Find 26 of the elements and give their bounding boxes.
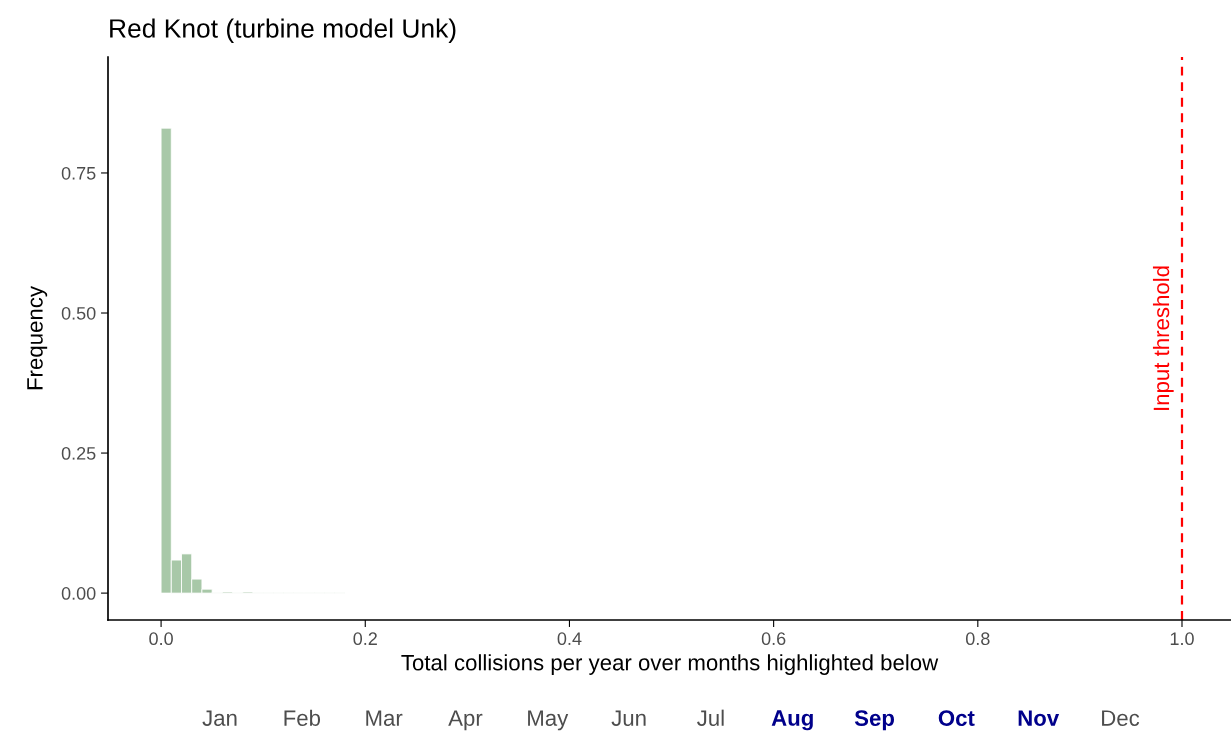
y-axis-title: Frequency	[27, 286, 48, 390]
text: May	[528, 710, 569, 731]
text: Feb	[284, 709, 321, 726]
text: Aug	[771, 710, 813, 731]
y-tick-label: 0.25	[61, 447, 96, 460]
text: Apr	[448, 710, 483, 731]
y-tick-label: 0.50	[61, 306, 96, 320]
y-tick-label: 0.00	[61, 587, 96, 600]
x-axis-title: Total collisions per year over months highlighted below	[401, 654, 939, 675]
text: Mar	[366, 710, 403, 726]
text: Nov	[1018, 710, 1060, 726]
x-tick-label: 0.6	[761, 632, 786, 646]
y-tick-label: 0.75	[61, 166, 96, 180]
text: Oct	[938, 710, 975, 726]
x-tick-label: 0.4	[557, 632, 582, 646]
text: Sep	[854, 710, 895, 731]
text: Jul	[697, 709, 724, 726]
x-tick-label: 1.0	[1170, 632, 1194, 646]
x-tick-label: 0.0	[149, 632, 173, 646]
text: Jan	[202, 710, 237, 726]
text: Jun	[611, 710, 646, 726]
x-tick-label: 0.8	[965, 632, 990, 646]
x-tick-label: 0.2	[353, 632, 377, 646]
chart-title: Red Knot (turbine model Unk)	[110, 18, 456, 44]
ref-line-label: Input threshold	[1152, 266, 1174, 410]
text: Dec	[1102, 710, 1140, 726]
